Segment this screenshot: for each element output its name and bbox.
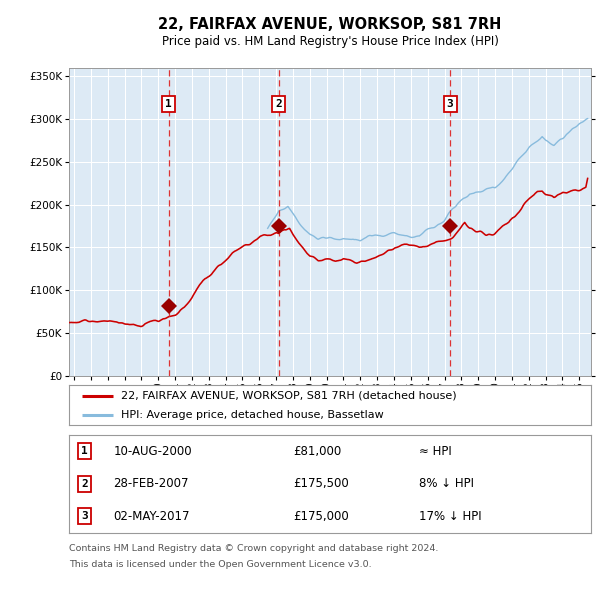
Text: 3: 3 bbox=[446, 99, 454, 109]
Text: 1: 1 bbox=[81, 446, 88, 456]
Text: £81,000: £81,000 bbox=[293, 445, 342, 458]
Text: Contains HM Land Registry data © Crown copyright and database right 2024.: Contains HM Land Registry data © Crown c… bbox=[69, 544, 439, 553]
Text: 17% ↓ HPI: 17% ↓ HPI bbox=[419, 510, 481, 523]
Text: 3: 3 bbox=[81, 511, 88, 521]
Text: 28-FEB-2007: 28-FEB-2007 bbox=[113, 477, 189, 490]
Text: 2: 2 bbox=[275, 99, 282, 109]
Text: 8% ↓ HPI: 8% ↓ HPI bbox=[419, 477, 474, 490]
Text: £175,000: £175,000 bbox=[293, 510, 349, 523]
Text: £175,500: £175,500 bbox=[293, 477, 349, 490]
Text: 1: 1 bbox=[165, 99, 172, 109]
Text: 22, FAIRFAX AVENUE, WORKSOP, S81 7RH (detached house): 22, FAIRFAX AVENUE, WORKSOP, S81 7RH (de… bbox=[121, 391, 457, 401]
Text: ≈ HPI: ≈ HPI bbox=[419, 445, 451, 458]
Text: 10-AUG-2000: 10-AUG-2000 bbox=[113, 445, 192, 458]
Text: HPI: Average price, detached house, Bassetlaw: HPI: Average price, detached house, Bass… bbox=[121, 409, 384, 419]
Text: This data is licensed under the Open Government Licence v3.0.: This data is licensed under the Open Gov… bbox=[69, 560, 371, 569]
Text: Price paid vs. HM Land Registry's House Price Index (HPI): Price paid vs. HM Land Registry's House … bbox=[161, 35, 499, 48]
Text: 02-MAY-2017: 02-MAY-2017 bbox=[113, 510, 190, 523]
Text: 22, FAIRFAX AVENUE, WORKSOP, S81 7RH: 22, FAIRFAX AVENUE, WORKSOP, S81 7RH bbox=[158, 17, 502, 32]
Text: 2: 2 bbox=[81, 478, 88, 489]
